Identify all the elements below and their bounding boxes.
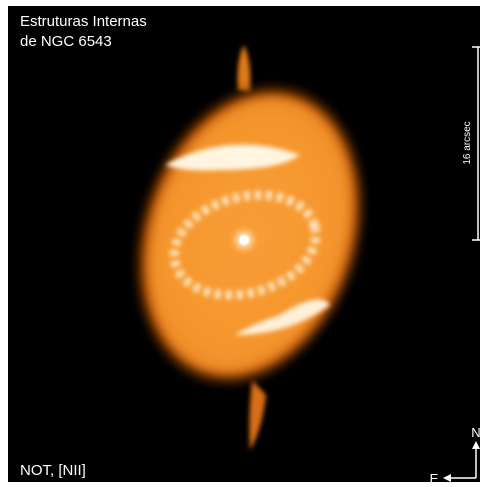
scale-label: 16 arcsec (462, 121, 473, 164)
compass-east-label: E (430, 471, 439, 486)
compass-north-label: N (471, 425, 480, 440)
title-line: Estruturas Internas (20, 13, 147, 30)
central-star (239, 235, 249, 245)
nebula-image: Estruturas Internas de NGC 6543 16 arcse… (0, 0, 483, 487)
title-line: de NGC 6543 (20, 33, 112, 50)
page: {"title": {"line1": "Estruturas Internas… (0, 0, 483, 487)
caption: NOT, [NII] (20, 462, 86, 479)
